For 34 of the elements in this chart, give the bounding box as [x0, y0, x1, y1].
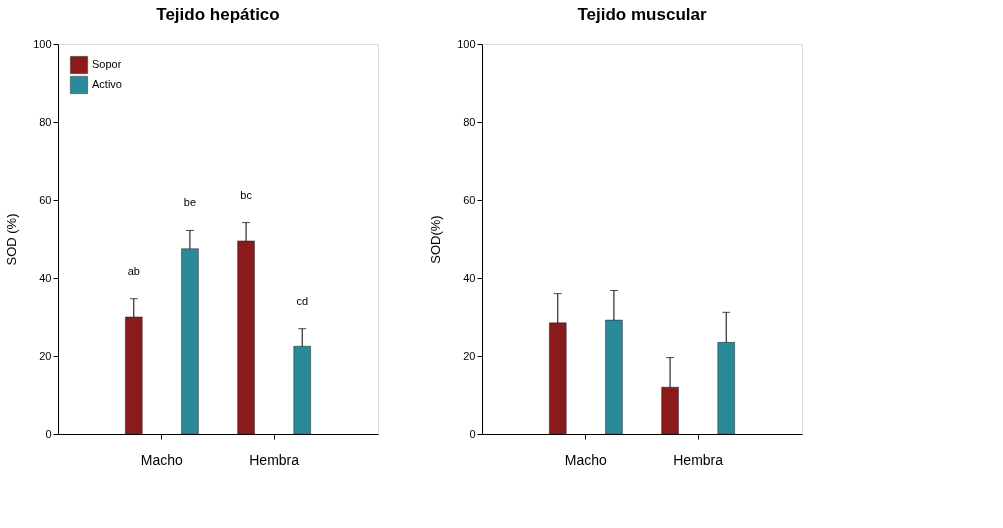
- bar: [237, 240, 255, 435]
- annotation: bc: [240, 188, 253, 201]
- y-tick-label: 100: [457, 37, 476, 50]
- y-tick-label: 100: [33, 37, 52, 50]
- bar: [661, 386, 679, 435]
- y-axis-title: SOD (%): [4, 213, 20, 266]
- y-tick-label: 20: [463, 349, 476, 362]
- y-tick-label: 80: [463, 115, 476, 128]
- y-tick-label: 0: [469, 427, 476, 440]
- annotation: ab: [127, 264, 140, 277]
- chart-title: Tejido hepático: [156, 5, 280, 24]
- y-tick-label: 40: [39, 271, 52, 284]
- bar: [605, 319, 623, 435]
- x-tick-label: Hembra: [673, 451, 724, 468]
- y-tick-label: 40: [463, 271, 476, 284]
- legend-label: Sopor: [92, 58, 122, 70]
- y-tick-label: 0: [45, 427, 52, 440]
- y-tick-label: 60: [463, 193, 476, 206]
- bar: [549, 322, 567, 435]
- y-tick-label: 80: [39, 115, 52, 128]
- chart-title: Tejido muscular: [577, 5, 707, 24]
- x-tick-label: Macho: [140, 451, 184, 468]
- bar: [181, 248, 199, 435]
- bar: [717, 342, 735, 435]
- legend-label: Activo: [92, 78, 122, 90]
- y-tick-label: 60: [39, 193, 52, 206]
- x-tick-label: Macho: [564, 451, 608, 468]
- annotation: be: [183, 196, 197, 209]
- bar: [293, 346, 311, 435]
- annotation: cd: [296, 294, 309, 307]
- bar: [125, 316, 143, 435]
- y-axis-title: SOD(%): [428, 215, 444, 264]
- y-tick-label: 20: [39, 349, 52, 362]
- x-tick-label: Hembra: [249, 451, 300, 468]
